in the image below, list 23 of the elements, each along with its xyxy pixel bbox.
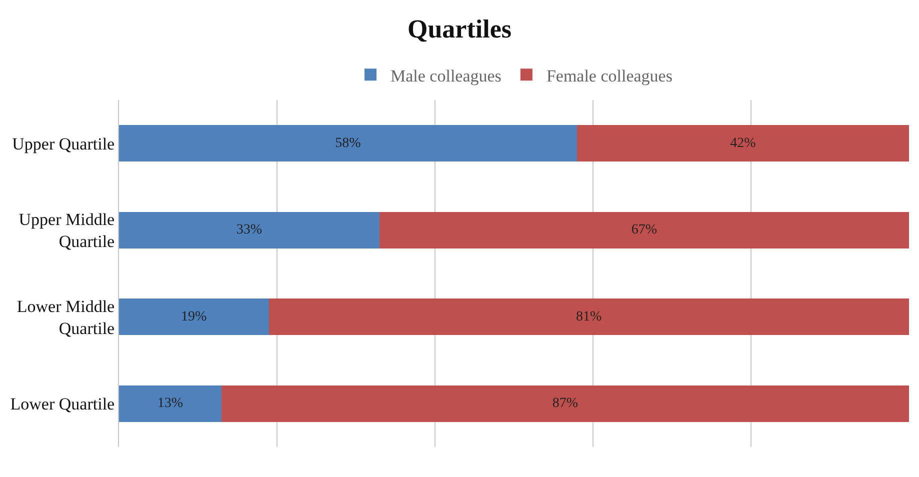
bar	[119, 212, 380, 248]
data-label: 13%	[157, 396, 184, 412]
y-tick-label: Upper Middle Quartile	[18, 210, 115, 252]
data-label: 81%	[576, 309, 602, 324]
chart-title: Quartiles	[408, 14, 512, 44]
data-label: 42%	[730, 136, 756, 151]
bar	[119, 385, 222, 422]
y-tick-label: Lower Quartile	[10, 394, 115, 414]
data-label: 58%	[335, 136, 362, 151]
legend-label: Female colleagues	[546, 66, 672, 86]
y-tick-label: Upper Quartile	[12, 134, 115, 154]
bar	[577, 125, 909, 162]
bar	[119, 298, 270, 336]
bar	[119, 125, 578, 162]
bar	[269, 298, 909, 336]
legend-label: Male colleagues	[390, 66, 502, 86]
data-label: 87%	[552, 396, 578, 412]
data-label: 33%	[236, 222, 262, 238]
data-label: 67%	[631, 222, 658, 238]
bar	[380, 212, 909, 248]
y-tick-label: Lower Middle Quartile	[16, 296, 115, 338]
data-label: 19%	[181, 309, 208, 324]
bar	[222, 385, 909, 422]
